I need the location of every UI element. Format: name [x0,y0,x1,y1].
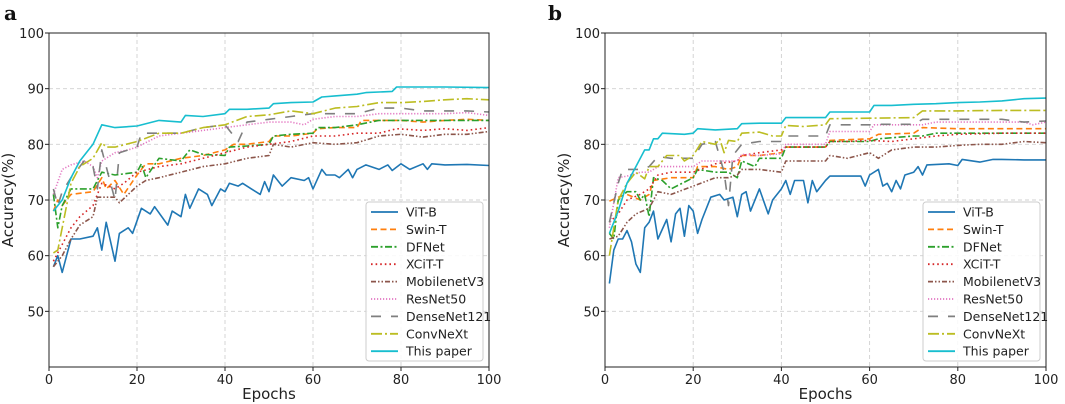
y-tick-label: 70 [27,194,44,209]
x-tick-label: 80 [393,373,410,388]
series-line-convnext [52,97,489,254]
series-group [52,86,489,274]
legend-label: ViT-B [963,205,994,220]
legend-box [922,201,1041,362]
legend-box [365,201,484,362]
y-tick-label: 50 [27,305,44,320]
series-line-this-paper [52,86,489,212]
x-tick-label: 80 [950,373,967,388]
y-tick-label: 50 [583,305,600,320]
y-tick-label: 100 [19,27,44,42]
legend-label: DFNet [406,239,445,254]
legend: ViT-B Swin-T DFNet XCiT-T MobilenetV3 ResNet5… [922,201,1048,362]
y-tick-label: 100 [575,27,600,42]
series-line-densenet121 [52,107,489,207]
legend-label: DFNet [963,239,1002,254]
legend-label: Swin-T [406,222,447,237]
y-tick-label: 70 [583,194,600,209]
legend-label: XCiT-T [406,257,444,272]
series-line-mobilenetv3 [609,140,1046,240]
x-tick-label: 100 [1034,373,1059,388]
series-line-swin-t [52,118,489,212]
y-tick-label: 90 [27,83,44,98]
y-axis-label: Accuracy(%) [555,153,573,247]
series-group [608,97,1046,284]
legend-label: MobilenetV3 [963,274,1041,289]
legend-label: DenseNet121 [406,309,491,324]
x-tick-label: 40 [217,373,234,388]
x-tick-label: 0 [45,373,53,388]
series-line-resnet50 [52,111,489,195]
series-line-xcit-t [52,126,489,262]
series-line-dfnet [608,132,1046,240]
legend-label: ConvNeXt [406,326,468,341]
y-tick-label: 60 [27,250,44,265]
legend-label: ConvNeXt [963,326,1025,341]
legend-label: XCiT-T [963,257,1001,272]
x-tick-label: 40 [773,373,790,388]
legend-label: ResNet50 [963,292,1023,307]
x-tick-label: 60 [305,373,322,388]
x-tick-label: 20 [685,373,702,388]
series-line-xcit-t [608,132,1046,223]
series-line-swin-t [609,126,1046,202]
panel-letter: a [4,1,17,25]
y-axis-label: Accuracy(%) [0,153,17,247]
x-axis-label: Epochs [242,385,296,403]
legend-label: This paper [962,344,1030,359]
y-tick-label: 90 [583,83,600,98]
legend-label: This paper [405,344,473,359]
legend-label: Swin-T [963,222,1004,237]
legend-label: ResNet50 [406,292,466,307]
x-tick-label: 20 [129,373,146,388]
series-line-densenet121 [608,118,1046,223]
series-line-mobilenetv3 [52,130,489,268]
y-tick-label: 60 [583,250,600,265]
x-tick-label: 60 [861,373,878,388]
legend-label: ViT-B [406,205,437,220]
legend-label: DenseNet121 [963,309,1048,324]
x-tick-label: 100 [477,373,502,388]
chart-panel-a: a 0 20 40 60 80 100 50 60 70 80 90 100 Epochs Accuracy… [0,1,501,403]
x-axis-label: Epochs [799,385,853,403]
series-line-vit-b [52,163,489,274]
x-tick-label: 0 [601,373,609,388]
panel-letter: b [548,1,562,25]
legend-label: MobilenetV3 [406,274,484,289]
series-line-convnext [608,109,1046,256]
series-line-vit-b [608,158,1046,284]
chart-panel-b: b 0 20 40 60 80 100 50 60 70 80 90 100 Epochs Accuracy… [548,1,1058,403]
legend: ViT-B Swin-T DFNet XCiT-T MobilenetV3 ResNet5… [365,201,491,362]
y-tick-label: 80 [583,138,600,153]
series-line-this-paper [608,97,1046,234]
y-tick-label: 80 [27,138,44,153]
